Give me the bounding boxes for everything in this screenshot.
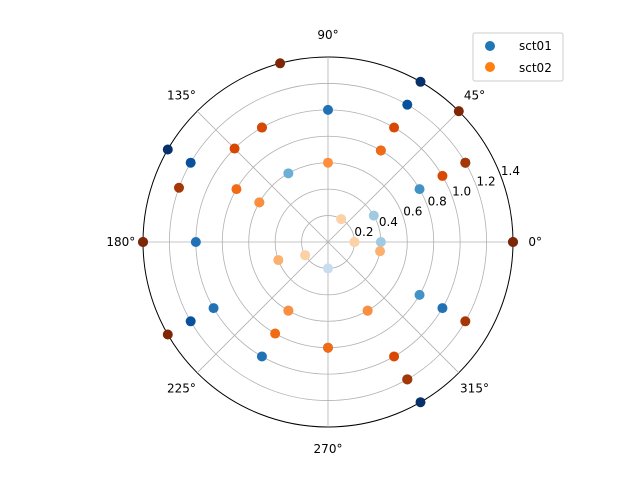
legend-marker-sct02 (485, 62, 495, 72)
legend-label-sct01: sct01 (519, 39, 552, 53)
sct02-point (162, 329, 173, 340)
theta-tick-label: 225° (167, 382, 196, 396)
theta-tick-label: 315° (460, 382, 489, 396)
sct02-point (375, 145, 386, 156)
sct02-point (275, 58, 286, 69)
sct01-point (185, 157, 196, 168)
r-tick-label: 1.4 (501, 164, 520, 178)
sct02-point (231, 184, 242, 195)
sct02-point (460, 316, 471, 327)
theta-tick-label: 45° (464, 88, 485, 102)
theta-tick-label: 270° (314, 442, 343, 456)
sct02-point (229, 143, 240, 154)
r-tick-label: 0.8 (428, 195, 447, 209)
sct02-point (362, 305, 373, 316)
angular-gridline (196, 241, 329, 374)
sct01-point (185, 316, 196, 327)
angular-gridline (196, 110, 329, 243)
tick-labels: 0° 45° 90° 135° 180° 225° 270° 315° 0.2 0.4 0.6 0.8… (106, 28, 542, 456)
sct01-point (415, 76, 426, 87)
sct02-point (173, 182, 184, 193)
legend-marker-sct01 (485, 41, 495, 51)
sct02-point (402, 374, 413, 385)
legend-frame (472, 32, 564, 82)
sct01-point (415, 397, 426, 408)
r-tick-label: 1.0 (452, 184, 471, 198)
r-tick-label: 0.2 (354, 225, 373, 239)
sct01-point (256, 351, 267, 362)
sct01-point (414, 289, 425, 300)
r-tick-label: 1.2 (477, 174, 496, 188)
legend-label-sct02: sct02 (519, 61, 552, 75)
sct02-point (300, 250, 311, 261)
sct01-point (437, 303, 448, 314)
sct01-point (208, 303, 219, 314)
sct02-point (389, 351, 400, 362)
sct02-point (336, 214, 347, 225)
angular-gridline (327, 241, 460, 374)
sct01-point (162, 144, 173, 155)
marker-layer (138, 58, 518, 408)
sct02-point (437, 170, 448, 181)
sct01-point (283, 168, 294, 179)
legend: sct01 sct02 (472, 32, 564, 82)
sct01-point (402, 99, 413, 110)
sct01-point (190, 237, 201, 247)
sct01-point (368, 210, 379, 221)
r-tick-label: 0.4 (379, 215, 398, 229)
sct02-point (375, 246, 386, 257)
theta-tick-label: 180° (106, 235, 135, 249)
sct02-point (273, 255, 284, 266)
sct02-point (460, 157, 471, 168)
sct02-point (389, 122, 400, 133)
sct02-point (270, 328, 281, 339)
sct01-point (375, 237, 386, 247)
sct02-point (508, 237, 518, 247)
sct02-point (138, 237, 148, 247)
sct02-point (256, 122, 267, 133)
r-tick-label: 0.6 (403, 205, 422, 219)
theta-tick-label: 0° (528, 235, 542, 249)
sct01-point (414, 184, 425, 195)
theta-tick-label: 90° (317, 28, 338, 42)
sct01-point (323, 104, 333, 115)
angular-gridline (327, 110, 460, 243)
sct02-point (283, 305, 294, 316)
sct02-point (254, 197, 265, 208)
sct01-point (323, 263, 333, 274)
sct02-point (323, 342, 333, 353)
theta-tick-label: 135° (167, 88, 196, 102)
sct02-point (349, 237, 360, 247)
sct02-point (453, 106, 464, 117)
sct02-point (323, 157, 333, 168)
